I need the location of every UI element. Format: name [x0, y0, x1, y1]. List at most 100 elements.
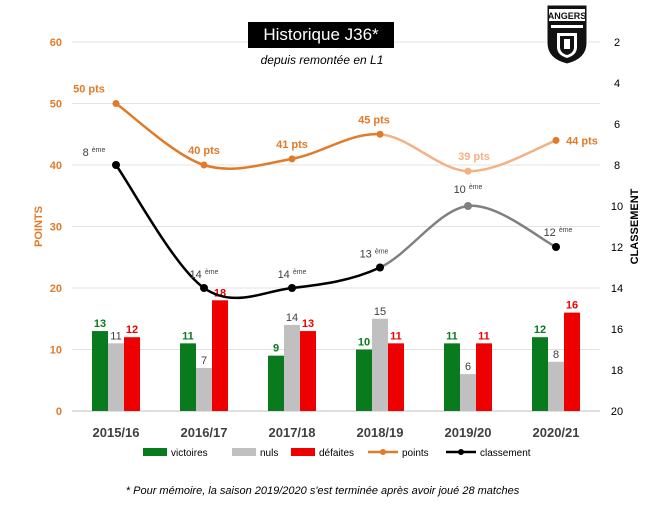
- x-tick-label: 2016/17: [181, 425, 228, 440]
- bar-nuls: [460, 374, 476, 411]
- legend-swatch: [232, 448, 256, 456]
- legend-swatch: [143, 448, 167, 456]
- classement-line-segment: [203, 286, 293, 300]
- bar-data-label: 13: [94, 318, 106, 330]
- y2-tick-label: 2: [614, 37, 620, 49]
- classement-label-suffix: ème: [375, 249, 389, 256]
- legend-marker: [380, 449, 386, 455]
- classement-label-suffix: ème: [559, 227, 573, 234]
- points-data-label: 44 pts: [566, 135, 598, 147]
- bar-data-label: 7: [201, 355, 207, 367]
- bar-nuls: [372, 318, 388, 411]
- points-data-label: 41 pts: [276, 139, 308, 151]
- classement-data-label: 10 ème: [454, 184, 483, 196]
- y-tick-label: 30: [50, 222, 62, 234]
- points-line-segment: [379, 133, 469, 173]
- y2-tick-label: 6: [614, 119, 620, 131]
- bar-défaites: [564, 312, 580, 411]
- bar-victoires: [180, 343, 196, 411]
- points-data-label: 45 pts: [358, 114, 390, 126]
- points-data-label: 50 pts: [73, 84, 105, 96]
- legend-label: nuls: [260, 448, 278, 459]
- chart-title: Historique J36*: [248, 22, 394, 48]
- points-marker: [552, 136, 560, 144]
- bar-nuls: [548, 361, 564, 411]
- bar-data-label: 10: [358, 337, 370, 349]
- points-marker: [288, 155, 296, 163]
- bar-data-label: 12: [126, 324, 138, 336]
- bar-data-label: 11: [446, 330, 458, 342]
- classement-label-suffix: ème: [205, 269, 219, 276]
- points-marker: [464, 167, 472, 175]
- footnote: * Pour mémoire, la saison 2019/2020 s'es…: [125, 485, 520, 497]
- points-line-segment: [115, 102, 205, 167]
- points-marker: [200, 161, 208, 169]
- classement-line-segment: [114, 164, 205, 290]
- bar-victoires: [92, 331, 108, 411]
- points-marker: [112, 100, 120, 107]
- legend-marker: [458, 449, 464, 455]
- bar-défaites: [388, 343, 404, 411]
- classement-data-label: 8 ème: [83, 147, 106, 159]
- y2-tick-label: 10: [611, 201, 623, 213]
- classement-marker: [552, 243, 560, 251]
- y-tick-label: 0: [56, 406, 62, 418]
- bar-data-label: 16: [566, 300, 578, 312]
- classement-marker: [376, 263, 384, 272]
- bar-data-label: 11: [478, 330, 490, 342]
- bar-data-label: 13: [302, 318, 314, 330]
- bar-nuls: [108, 343, 124, 411]
- y-tick-label: 50: [50, 99, 62, 111]
- classement-line-segment: [291, 266, 381, 290]
- bar-défaites: [124, 337, 140, 411]
- bar-victoires: [444, 343, 460, 411]
- y2-tick-label: 20: [611, 406, 623, 418]
- bar-data-label: 15: [374, 306, 386, 318]
- bar-victoires: [532, 337, 548, 411]
- bar-data-label: 9: [273, 343, 279, 355]
- classement-line-segment: [379, 204, 469, 269]
- bar-data-label: 12: [534, 324, 546, 336]
- points-line-segment: [467, 139, 557, 173]
- y2-tick-label: 4: [614, 78, 620, 90]
- y-tick-label: 10: [50, 345, 62, 357]
- legend-label: défaites: [319, 448, 354, 459]
- bar-victoires: [356, 349, 372, 411]
- y-tick-label: 20: [50, 283, 62, 295]
- x-tick-label: 2015/16: [93, 425, 140, 440]
- bar-data-label: 11: [110, 330, 121, 342]
- points-line-segment: [203, 157, 293, 170]
- bar-victoires: [268, 355, 284, 411]
- bar-défaites: [212, 300, 228, 411]
- classement-marker: [288, 284, 296, 292]
- x-tick-label: 2019/20: [445, 425, 492, 440]
- y-tick-label: 40: [50, 160, 62, 172]
- y-axis-title: POINTS: [33, 206, 45, 247]
- bar-data-label: 11: [182, 330, 194, 342]
- classement-label-suffix: ème: [469, 184, 483, 191]
- points-marker: [376, 130, 384, 138]
- classement-label-suffix: ème: [293, 269, 307, 276]
- points-data-label: 40 pts: [188, 145, 220, 157]
- y2-tick-label: 18: [611, 365, 623, 377]
- classement-line-segment: [467, 204, 557, 249]
- y-tick-label: 60: [50, 37, 62, 49]
- y2-tick-label: 8: [614, 160, 620, 172]
- y2-tick-label: 12: [611, 242, 623, 254]
- classement-data-label: 14 ème: [190, 269, 219, 281]
- legend-label: classement: [480, 448, 531, 459]
- points-line-segment: [291, 132, 381, 161]
- bar-data-label: 8: [553, 349, 559, 361]
- classement-data-label: 14 ème: [278, 269, 307, 281]
- classement-marker: [112, 161, 120, 169]
- bar-défaites: [300, 331, 316, 411]
- y2-tick-label: 14: [611, 283, 623, 295]
- classement-marker: [200, 284, 208, 292]
- legend-label: points: [402, 448, 429, 459]
- bar-défaites: [476, 343, 492, 411]
- angers-logo-icon: ANGERS: [546, 4, 588, 65]
- classement-data-label: 13 ème: [360, 249, 389, 261]
- classement-marker: [464, 202, 472, 210]
